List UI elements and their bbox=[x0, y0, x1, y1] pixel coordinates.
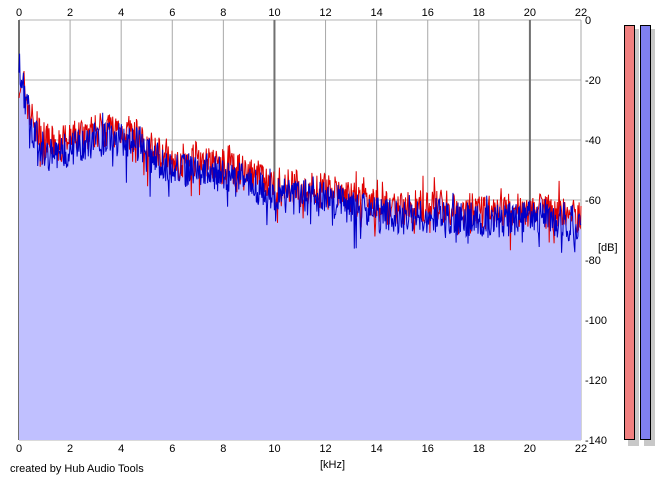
series-right-line bbox=[18, 53, 582, 253]
x-tick-label: 4 bbox=[118, 7, 124, 19]
x-tick-label: 8 bbox=[220, 7, 226, 19]
meter-bar bbox=[640, 25, 651, 440]
x-axis-label: [kHz] bbox=[320, 459, 345, 471]
y-tick-label: -120 bbox=[585, 375, 607, 387]
y-tick-label: -20 bbox=[585, 75, 601, 87]
y-tick-label: -140 bbox=[585, 435, 607, 447]
x-tick-label: 6 bbox=[169, 7, 175, 19]
x-tick-label: 22 bbox=[575, 443, 587, 455]
x-tick-labels-bottom: 0 2 4 6 8 10 12 14 16 18 20 22 bbox=[16, 443, 587, 455]
credit-text: created by Hub Audio Tools bbox=[10, 463, 144, 475]
y-axis-label: [dB] bbox=[598, 242, 618, 254]
x-tick-labels-top: 0 2 4 6 8 10 12 14 16 18 20 22 bbox=[16, 7, 587, 19]
x-tick-label: 12 bbox=[319, 443, 331, 455]
x-tick-label: 14 bbox=[371, 443, 383, 455]
x-tick-label: 18 bbox=[473, 443, 485, 455]
x-tick-label: 2 bbox=[67, 7, 73, 19]
x-tick-label: 6 bbox=[169, 443, 175, 455]
x-tick-label: 8 bbox=[220, 443, 226, 455]
x-tick-label: 10 bbox=[268, 7, 280, 19]
x-tick-label: 10 bbox=[268, 443, 280, 455]
y-tick-labels: 0 -20 -40 -60 -80 -100 -120 -140 bbox=[585, 15, 607, 447]
y-tick-label: -80 bbox=[585, 255, 601, 267]
level-meter-left bbox=[624, 25, 639, 448]
x-tick-label: 16 bbox=[422, 443, 434, 455]
meter-bar bbox=[624, 25, 635, 440]
y-tick-label: -100 bbox=[585, 315, 607, 327]
x-tick-label: 0 bbox=[16, 443, 22, 455]
x-tick-label: 4 bbox=[118, 443, 124, 455]
x-tick-label: 0 bbox=[16, 7, 22, 19]
x-tick-label: 16 bbox=[422, 7, 434, 19]
y-tick-label: 0 bbox=[585, 15, 591, 27]
x-tick-label: 12 bbox=[319, 7, 331, 19]
x-tick-label: 18 bbox=[473, 7, 485, 19]
y-tick-label: -40 bbox=[585, 135, 601, 147]
x-tick-label: 14 bbox=[371, 7, 383, 19]
x-tick-label: 20 bbox=[524, 7, 536, 19]
x-tick-label: 22 bbox=[575, 7, 587, 19]
y-tick-label: -60 bbox=[585, 195, 601, 207]
x-tick-label: 2 bbox=[67, 443, 73, 455]
x-tick-label: 20 bbox=[524, 443, 536, 455]
level-meter-right bbox=[640, 25, 655, 448]
